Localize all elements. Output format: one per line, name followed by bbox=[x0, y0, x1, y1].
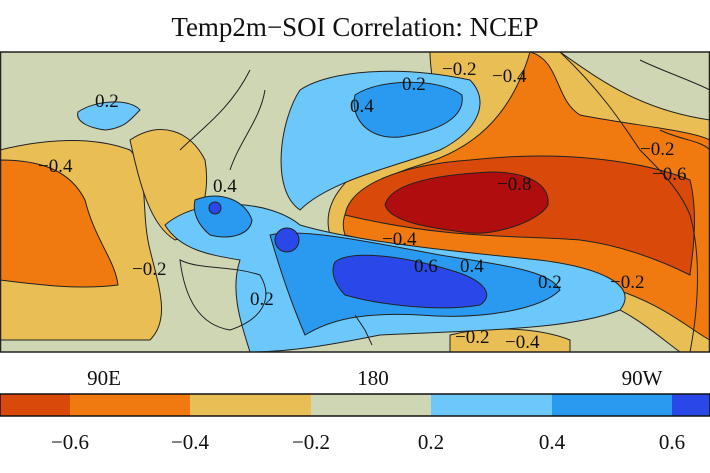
colorbar bbox=[0, 394, 710, 416]
chart-title: Temp2m−SOI Correlation: NCEP bbox=[171, 12, 539, 42]
colorbar-tick-label: 0.2 bbox=[418, 430, 444, 454]
contour-label: 0.2 bbox=[95, 91, 119, 112]
map-field bbox=[0, 52, 710, 352]
colorbar-tick-label: 0.4 bbox=[539, 430, 566, 454]
field-pacific-dark-red bbox=[384, 171, 549, 234]
field-indian-blue bbox=[77, 101, 141, 131]
contour-label: −0.4 bbox=[38, 156, 73, 177]
x-tick-label: 90W bbox=[622, 366, 663, 390]
x-tick-label: 180 bbox=[357, 366, 389, 390]
colorbar-segment bbox=[70, 394, 190, 416]
contour-label: 0.6 bbox=[414, 256, 438, 277]
contour-label: −0.8 bbox=[497, 174, 531, 195]
coastlines bbox=[179, 52, 710, 352]
colorbar-segment bbox=[190, 394, 311, 416]
field-dark-blue-spot bbox=[274, 227, 300, 253]
colorbar-tick-label: −0.4 bbox=[171, 430, 210, 454]
field-north-blue bbox=[353, 81, 463, 138]
colorbar-tick-label: 0.6 bbox=[659, 430, 685, 454]
contour-label: −0.4 bbox=[382, 229, 417, 250]
field-south-dark-blue bbox=[332, 254, 488, 309]
contour-label: 0.2 bbox=[402, 74, 426, 95]
colorbar-ticks: −0.6 −0.4 −0.2 0.2 0.4 0.6 bbox=[51, 430, 685, 454]
field-dark-blue-spot bbox=[208, 201, 222, 215]
contour-label: −0.2 bbox=[132, 259, 166, 280]
colorbar-segment bbox=[552, 394, 672, 416]
colorbar-tick-label: −0.6 bbox=[51, 430, 89, 454]
colorbar-segment bbox=[0, 394, 70, 416]
contour-label: −0.2 bbox=[640, 139, 674, 160]
contour-label: −0.6 bbox=[652, 164, 686, 185]
colorbar-segment bbox=[311, 394, 431, 416]
contour-label: −0.2 bbox=[455, 327, 489, 348]
colorbar-frame bbox=[0, 393, 710, 417]
field-indian-orange bbox=[0, 159, 119, 288]
colorbar-segment bbox=[672, 394, 710, 416]
contour-label: 0.4 bbox=[460, 256, 484, 277]
contour-label: −0.2 bbox=[610, 272, 644, 293]
x-axis: 90E 180 90W bbox=[87, 366, 663, 390]
contour-label: 0.4 bbox=[350, 96, 374, 117]
colorbar-segment bbox=[431, 394, 552, 416]
contour-label: −0.4 bbox=[492, 66, 527, 87]
contour-label: 0.4 bbox=[213, 176, 237, 197]
contour-label: 0.2 bbox=[538, 272, 562, 293]
contour-label: −0.2 bbox=[442, 59, 476, 80]
contour-label: −0.4 bbox=[505, 332, 540, 353]
contour-labels: 0.2 −0.4 0.4 0.2 −0.2 0.4 0.2 −0.2 −0.4 … bbox=[38, 59, 686, 353]
colorbar-tick-label: −0.2 bbox=[292, 430, 330, 454]
contour-label: 0.2 bbox=[250, 289, 274, 310]
x-tick-label: 90E bbox=[87, 366, 121, 390]
